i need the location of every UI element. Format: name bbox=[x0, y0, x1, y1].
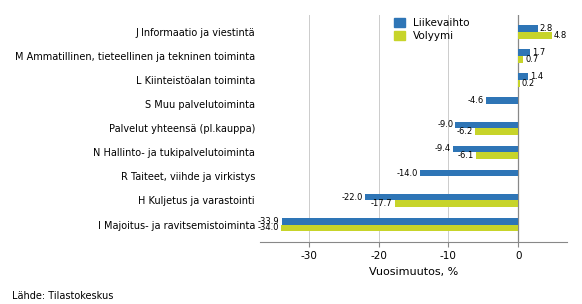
Bar bbox=[475, 128, 518, 135]
Text: Lähde: Tilastokeskus: Lähde: Tilastokeskus bbox=[12, 291, 113, 301]
Text: -33.9: -33.9 bbox=[258, 217, 279, 226]
Text: -6.1: -6.1 bbox=[457, 151, 474, 160]
Bar bbox=[282, 218, 518, 225]
X-axis label: Vuosimuutos, %: Vuosimuutos, % bbox=[369, 267, 458, 277]
Bar bbox=[281, 225, 518, 231]
Bar bbox=[365, 194, 518, 200]
Bar bbox=[518, 56, 523, 63]
Text: -22.0: -22.0 bbox=[341, 193, 363, 202]
Text: 0.7: 0.7 bbox=[525, 55, 538, 64]
Text: 1.4: 1.4 bbox=[530, 72, 543, 81]
Bar bbox=[518, 32, 552, 39]
Text: -4.6: -4.6 bbox=[468, 96, 484, 105]
Legend: Liikevaihto, Volyymi: Liikevaihto, Volyymi bbox=[394, 18, 470, 41]
Text: -9.0: -9.0 bbox=[437, 120, 453, 130]
Text: 1.7: 1.7 bbox=[532, 48, 545, 57]
Text: 0.2: 0.2 bbox=[521, 79, 535, 88]
Text: -9.4: -9.4 bbox=[434, 144, 450, 154]
Text: 4.8: 4.8 bbox=[553, 31, 567, 40]
Text: 2.8: 2.8 bbox=[540, 24, 553, 33]
Bar bbox=[486, 98, 518, 104]
Bar bbox=[518, 74, 528, 80]
Text: -6.2: -6.2 bbox=[456, 127, 473, 136]
Bar bbox=[518, 49, 530, 56]
Bar bbox=[455, 122, 518, 128]
Bar bbox=[420, 170, 518, 176]
Bar bbox=[518, 25, 538, 32]
Text: -17.7: -17.7 bbox=[371, 199, 393, 208]
Text: -14.0: -14.0 bbox=[397, 168, 418, 178]
Bar bbox=[518, 80, 520, 87]
Bar bbox=[395, 200, 518, 207]
Bar bbox=[453, 146, 518, 152]
Bar bbox=[475, 152, 518, 159]
Text: -34.0: -34.0 bbox=[257, 223, 279, 232]
